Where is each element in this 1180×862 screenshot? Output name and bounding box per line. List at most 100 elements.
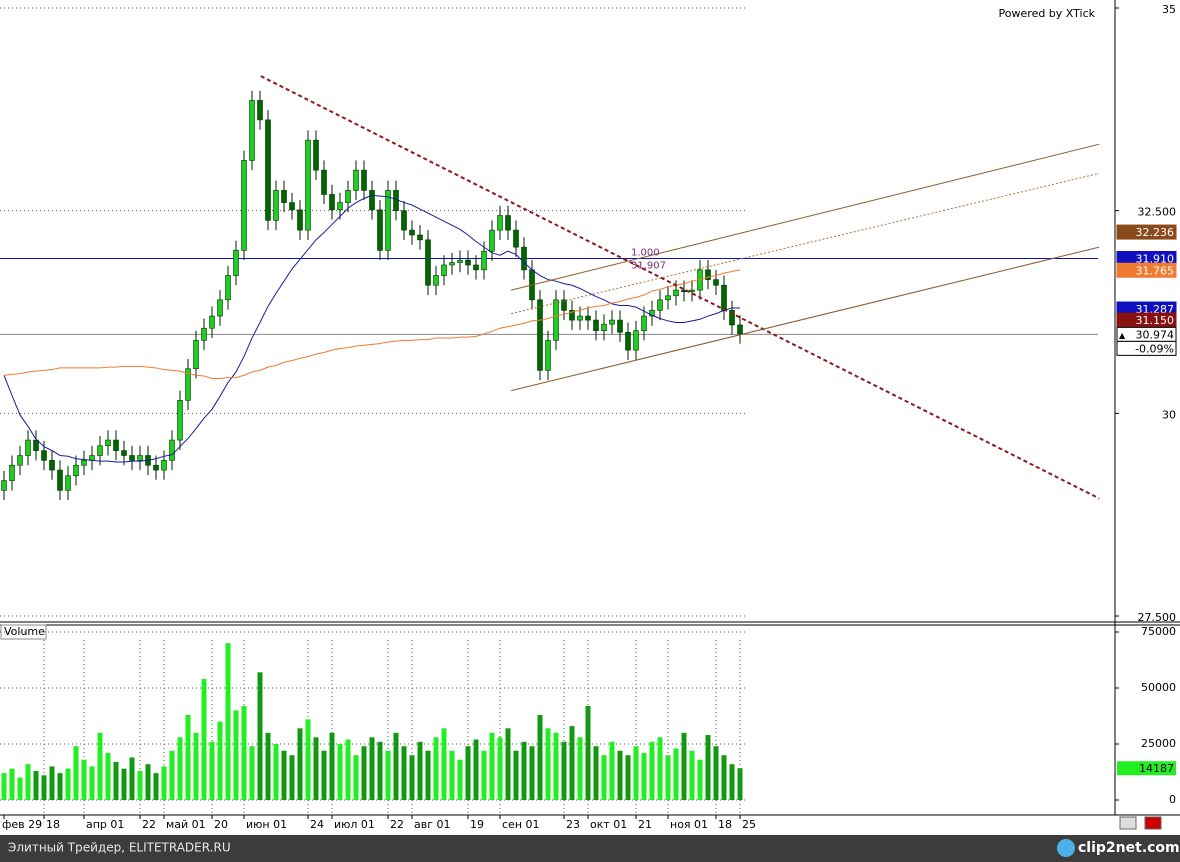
candle-body bbox=[361, 169, 367, 191]
volume-bar bbox=[649, 741, 655, 800]
candle-body bbox=[617, 319, 623, 333]
candle-body bbox=[137, 455, 143, 461]
x-tick-label: апр 01 bbox=[86, 818, 124, 831]
candle-body bbox=[329, 194, 335, 211]
volume-bar bbox=[593, 746, 599, 800]
change-label: -0.09% bbox=[1135, 342, 1174, 355]
candle-body bbox=[625, 331, 631, 351]
candle-body bbox=[489, 229, 495, 252]
candle-body bbox=[353, 169, 359, 191]
candle-body bbox=[385, 190, 391, 251]
candle-body bbox=[281, 190, 287, 203]
volume-bar bbox=[721, 755, 727, 800]
logo-icon bbox=[1057, 839, 1075, 857]
volume-bar bbox=[185, 714, 191, 800]
candle-body bbox=[585, 315, 591, 321]
candle-body bbox=[33, 439, 39, 451]
volume-bar bbox=[289, 755, 295, 800]
candle-body bbox=[289, 202, 295, 211]
price-marker bbox=[1116, 224, 1177, 240]
volume-bar bbox=[369, 737, 375, 800]
candle-body bbox=[721, 284, 727, 311]
candle-body bbox=[377, 209, 383, 251]
volume-bar bbox=[673, 748, 679, 800]
volume-bar bbox=[73, 746, 79, 800]
y-tick-label: 35 bbox=[1162, 3, 1176, 16]
x-tick-label: 22 bbox=[390, 818, 404, 831]
candle-body bbox=[657, 299, 663, 311]
candle-body bbox=[545, 340, 551, 371]
button[interactable] bbox=[1119, 816, 1137, 830]
volume-bar bbox=[129, 757, 135, 800]
price-marker-label: 30.974 bbox=[1136, 328, 1175, 341]
x-tick-label: 18 bbox=[46, 818, 60, 831]
candle-body bbox=[41, 450, 47, 461]
candle-body bbox=[265, 119, 271, 221]
candle-body bbox=[441, 264, 447, 276]
candle-body bbox=[113, 439, 119, 451]
x-tick-label: 24 bbox=[310, 818, 324, 831]
volume-bar bbox=[697, 759, 703, 800]
candle-body bbox=[481, 250, 487, 271]
volume-bar bbox=[529, 746, 535, 800]
volume-bar bbox=[617, 750, 623, 800]
volume-bar bbox=[473, 739, 479, 800]
button[interactable] bbox=[1144, 816, 1162, 830]
volume-bar bbox=[105, 752, 111, 800]
footer-bar bbox=[0, 835, 1180, 862]
volume-marker-label: 14187 bbox=[1139, 762, 1174, 775]
x-tick-label: авг 01 bbox=[414, 818, 451, 831]
volume-bar bbox=[409, 755, 415, 800]
candle-body bbox=[201, 327, 207, 341]
price-marker-label: 31.765 bbox=[1136, 264, 1175, 277]
y-tick-label: 27.500 bbox=[1138, 611, 1177, 624]
candle-body bbox=[497, 215, 503, 231]
candle-body bbox=[81, 460, 87, 466]
volume-bar bbox=[49, 766, 55, 800]
volume-bar bbox=[233, 710, 239, 800]
candle-body bbox=[65, 475, 71, 491]
logo: clip2net.com bbox=[1078, 840, 1180, 856]
volume-bar bbox=[577, 737, 583, 800]
candle-body bbox=[273, 190, 279, 221]
candle-body bbox=[729, 310, 735, 326]
volume-bar bbox=[97, 732, 103, 800]
candle-body bbox=[713, 279, 719, 286]
volume-bar bbox=[81, 759, 87, 800]
volume-bar bbox=[481, 750, 487, 800]
candle-body bbox=[449, 262, 455, 266]
candle-body bbox=[57, 469, 63, 491]
volume-bar bbox=[337, 744, 343, 800]
candle-body bbox=[569, 310, 575, 321]
candle-body bbox=[225, 275, 231, 301]
volume-bar bbox=[449, 750, 455, 800]
candle-body bbox=[217, 299, 223, 317]
volume-bar bbox=[657, 737, 663, 800]
volume-bar bbox=[385, 750, 391, 800]
volume-bar bbox=[281, 750, 287, 800]
volume-bar bbox=[609, 741, 615, 800]
candle-body bbox=[433, 275, 439, 286]
candle-body bbox=[369, 190, 375, 211]
candle-body bbox=[153, 464, 159, 471]
volume-bar bbox=[601, 755, 607, 800]
price-marker-label: 32.236 bbox=[1136, 226, 1175, 239]
candle-body bbox=[49, 460, 55, 471]
price-marker-label: 31.150 bbox=[1136, 314, 1175, 327]
candle-body bbox=[345, 190, 351, 203]
volume-bar bbox=[537, 714, 543, 800]
volume-bar bbox=[513, 750, 519, 800]
candle-body bbox=[337, 202, 343, 211]
candle-body bbox=[521, 246, 527, 271]
trend-line bbox=[260, 75, 1100, 500]
trend-line bbox=[511, 143, 1100, 291]
volume-bar bbox=[249, 746, 255, 800]
volume-bar bbox=[177, 737, 183, 800]
candle-body bbox=[313, 139, 319, 171]
volume-bar bbox=[153, 773, 159, 800]
volume-bar bbox=[121, 768, 127, 800]
candle-body bbox=[633, 330, 639, 351]
volume-bar bbox=[1, 773, 7, 800]
x-tick-label: окт 01 bbox=[590, 818, 627, 831]
